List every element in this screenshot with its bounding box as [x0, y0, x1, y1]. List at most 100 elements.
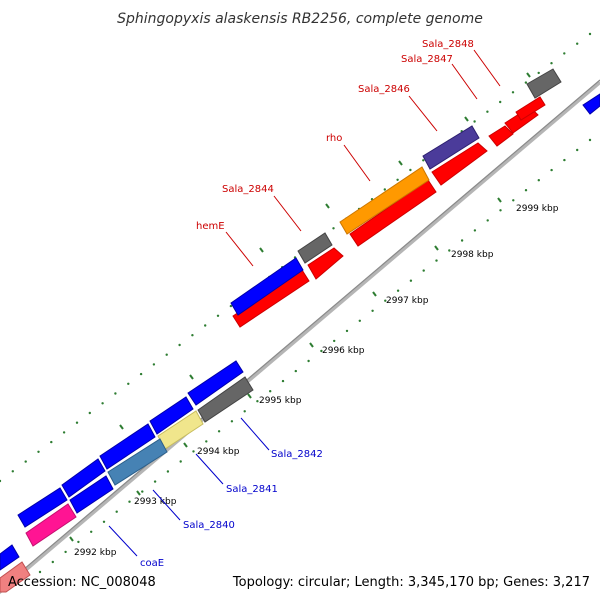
gene-block-reverse-upper[interactable] — [99, 423, 156, 470]
gene-label-Sala_2841[interactable]: Sala_2841 — [226, 484, 278, 495]
ring-dot — [102, 520, 106, 523]
tick-mark — [69, 536, 74, 542]
ring-dot — [178, 343, 181, 347]
gene-block-forward-lower[interactable] — [307, 247, 344, 280]
ring-dot — [422, 159, 425, 162]
tick-labels: 2992 kbp 2993 kbp 2994 kbp 2995 kbp 2996… — [74, 204, 559, 558]
ring-dot — [179, 460, 182, 463]
ticks — [69, 72, 531, 542]
ring-dot — [0, 479, 2, 483]
ring-dot — [24, 460, 27, 463]
gene-label-coaE[interactable]: coaE — [140, 558, 164, 569]
gene-block-salmon[interactable] — [0, 561, 31, 593]
ring-dot — [588, 138, 592, 142]
ring-dot — [204, 324, 207, 327]
gene-block-reverse-upper[interactable] — [17, 487, 68, 528]
gene-block-forward-lower[interactable] — [515, 96, 546, 121]
gene-hemE[interactable] — [230, 257, 304, 316]
ring-dot — [64, 550, 67, 554]
gene-block-forward-lower[interactable] — [488, 125, 514, 147]
ring-dot — [358, 319, 361, 322]
gene-coaE-region[interactable] — [69, 475, 114, 514]
ring-dot — [371, 309, 374, 312]
gene-Sala_2844[interactable] — [297, 232, 333, 264]
ring-dot — [563, 158, 566, 162]
gene-label-Sala_2840[interactable]: Sala_2840 — [183, 520, 235, 531]
gene-block-reverse-upper[interactable] — [149, 396, 194, 435]
ring-dot — [499, 100, 502, 104]
tick-mark — [464, 116, 469, 122]
ring-dot — [101, 402, 104, 405]
gene-label-rho[interactable]: rho — [326, 133, 342, 144]
ring-dot — [205, 440, 208, 443]
outer-ring-dots — [0, 32, 592, 483]
gene-rho[interactable] — [339, 166, 430, 235]
tick-mark — [119, 424, 124, 430]
inner-ring-dots — [38, 138, 592, 574]
label-leaders-forward — [225, 49, 501, 267]
tick-label: 2997 kbp — [386, 296, 429, 306]
gene-block-pink[interactable] — [25, 503, 77, 547]
ring-dot — [396, 178, 399, 181]
ring-dot — [563, 52, 566, 55]
gene-Sala_2848[interactable] — [526, 68, 562, 99]
gene-label-hemE[interactable]: hemE — [196, 221, 225, 232]
tick-mark — [247, 393, 252, 399]
ring-dot — [38, 570, 42, 574]
ring-dot — [51, 560, 54, 564]
gene-block-forward-lower[interactable] — [431, 142, 488, 186]
gene-label-Sala_2848[interactable]: Sala_2848 — [422, 39, 474, 50]
gene-partial-right[interactable] — [582, 93, 600, 115]
ring-dot — [512, 199, 515, 202]
gene-Sala_2842[interactable] — [197, 376, 254, 423]
label-leaders-reverse — [108, 417, 270, 557]
ring-dot — [383, 188, 386, 191]
ring-dot — [152, 363, 156, 366]
ring-dot — [486, 219, 489, 222]
ring-dot — [524, 81, 528, 84]
ring-dot — [333, 339, 336, 343]
ring-dot — [576, 42, 579, 45]
ring-dot — [37, 450, 40, 453]
ring-dot — [62, 431, 66, 434]
ring-dot — [332, 227, 335, 230]
genome-summary-text: Topology: circular; Length: 3,345,170 bp… — [232, 575, 590, 590]
gene-block-reverse-upper[interactable] — [187, 360, 244, 406]
tick-mark — [497, 197, 502, 203]
ring-dot — [409, 279, 413, 282]
gene-block-reverse-upper[interactable] — [0, 544, 20, 571]
tick-mark — [398, 160, 403, 166]
tick-mark — [183, 442, 188, 448]
ring-dot — [576, 148, 579, 152]
tick-mark — [309, 342, 314, 348]
reverse-strand-features — [0, 360, 254, 593]
gene-labels-reverse: coaE Sala_2840 Sala_2841 Sala_2842 — [140, 449, 323, 569]
ring-dot — [269, 390, 272, 393]
gene-label-Sala_2847[interactable]: Sala_2847 — [401, 54, 453, 65]
tick-mark — [325, 203, 330, 209]
ring-dot — [114, 392, 117, 395]
ring-dot — [345, 329, 349, 333]
background-ring-dots — [0, 32, 592, 574]
ring-dot — [127, 382, 130, 385]
ring-dot — [11, 470, 14, 473]
gene-label-Sala_2844[interactable]: Sala_2844 — [222, 184, 274, 195]
ring-dot — [229, 304, 233, 308]
ring-dot — [216, 314, 220, 317]
ring-dot — [88, 411, 92, 415]
ring-dot — [524, 189, 528, 192]
gene-label-Sala_2846[interactable]: Sala_2846 — [358, 84, 410, 95]
ring-dot — [77, 540, 80, 544]
ring-dot — [537, 179, 540, 182]
ring-dot — [550, 62, 553, 65]
ring-dot — [75, 421, 79, 424]
ring-dot — [166, 470, 170, 473]
accession-text: Accession: NC_008048 — [8, 575, 156, 590]
gene-Sala_2846[interactable] — [422, 125, 480, 170]
ring-dot — [473, 229, 477, 232]
gene-Sala_2840[interactable] — [107, 438, 168, 486]
gene-block-reverse-upper[interactable] — [61, 458, 106, 498]
gene-label-Sala_2842[interactable]: Sala_2842 — [271, 449, 323, 460]
tick-mark — [372, 291, 377, 297]
map-title: Sphingopyxis alaskensis RB2256, complete… — [117, 11, 483, 27]
